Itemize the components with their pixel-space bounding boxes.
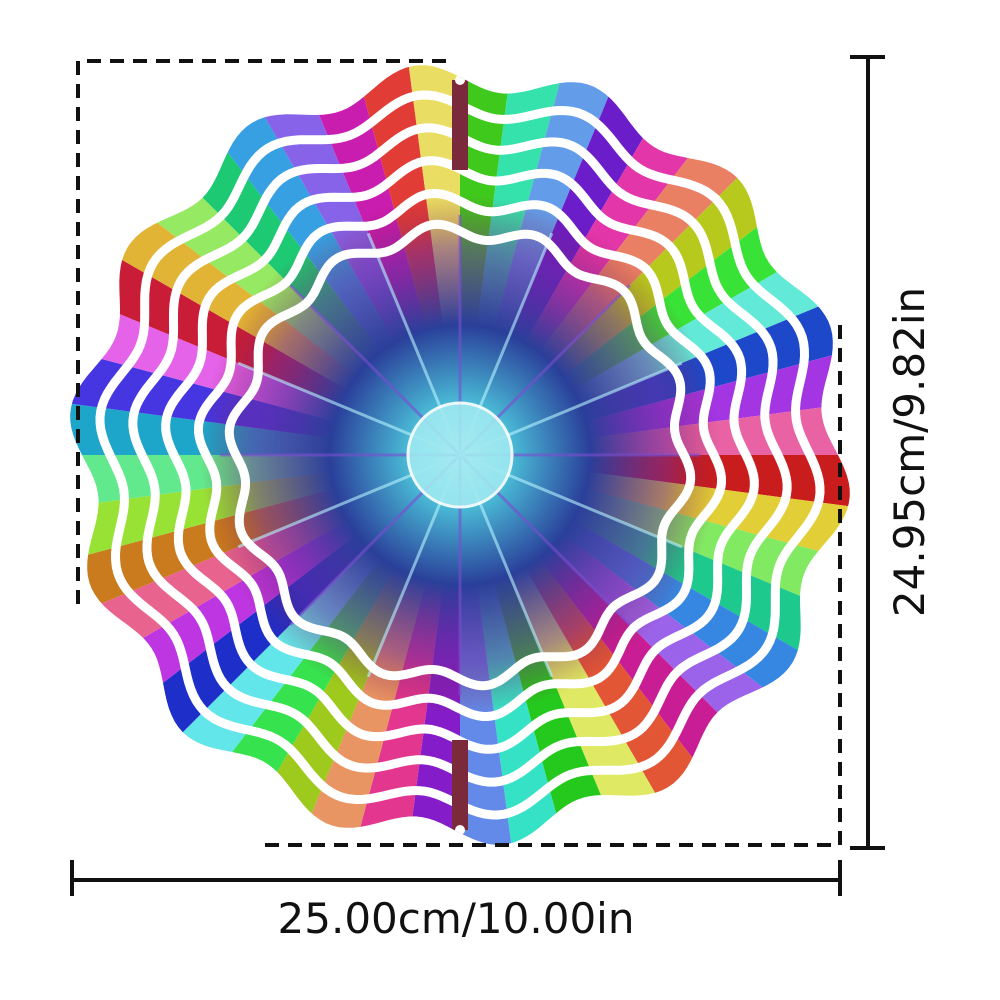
white-ring: [194, 189, 726, 721]
white-ring: [161, 156, 759, 754]
white-ring: [224, 219, 696, 691]
dashed-guide: [76, 59, 455, 604]
dashed-guide: [265, 320, 842, 847]
height-label: 24.95cm/9.82in: [885, 287, 934, 617]
white-ring: [95, 90, 825, 820]
hanger-hole: [455, 825, 465, 835]
dimension-lines: [70, 55, 885, 896]
hanger-hole: [455, 75, 465, 85]
hanger-bar: [452, 80, 468, 830]
wind-spinner: [70, 65, 850, 845]
bounding-dashes: [76, 59, 842, 847]
center-gem: [406, 401, 514, 509]
width-label: 25.00cm/10.00in: [278, 894, 635, 943]
white-ring: [128, 123, 792, 787]
